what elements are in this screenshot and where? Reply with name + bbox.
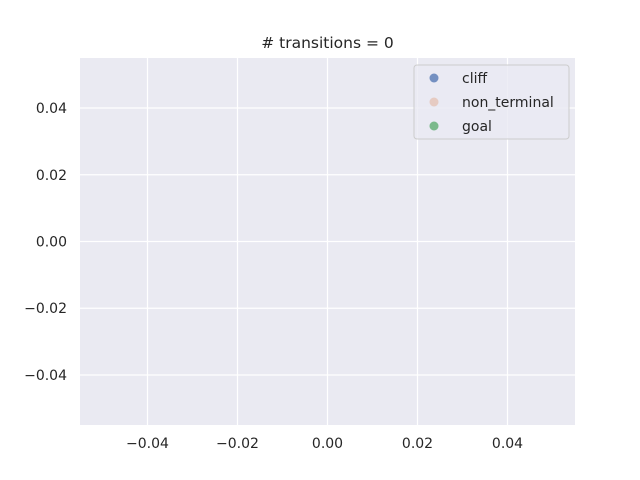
legend-label-cliff: cliff: [462, 71, 487, 87]
x-tick-label: −0.04: [126, 436, 169, 452]
y-tick-label: −0.04: [24, 368, 67, 384]
x-tick-label: 0.04: [492, 436, 523, 452]
x-tick-label: 0.02: [402, 436, 433, 452]
legend-marker-goal: [429, 121, 439, 131]
x-axis-ticks: −0.04 −0.02 0.00 0.02 0.04: [126, 436, 523, 452]
legend-marker-cliff: [429, 73, 439, 83]
y-tick-label: −0.02: [24, 301, 67, 317]
y-tick-label: 0.04: [36, 101, 67, 117]
chart-title: # transitions = 0: [261, 34, 394, 52]
y-tick-label: 0.00: [36, 235, 67, 251]
y-axis-ticks: −0.04 −0.02 0.00 0.02 0.04: [24, 101, 67, 384]
x-tick-label: −0.02: [216, 436, 259, 452]
legend-marker-non_terminal: [429, 97, 439, 107]
legend-label-non_terminal: non_terminal: [462, 95, 554, 111]
legend-label-goal: goal: [462, 119, 492, 135]
y-tick-label: 0.02: [36, 168, 67, 184]
legend-box: [413, 64, 570, 140]
x-tick-label: 0.00: [312, 436, 343, 452]
